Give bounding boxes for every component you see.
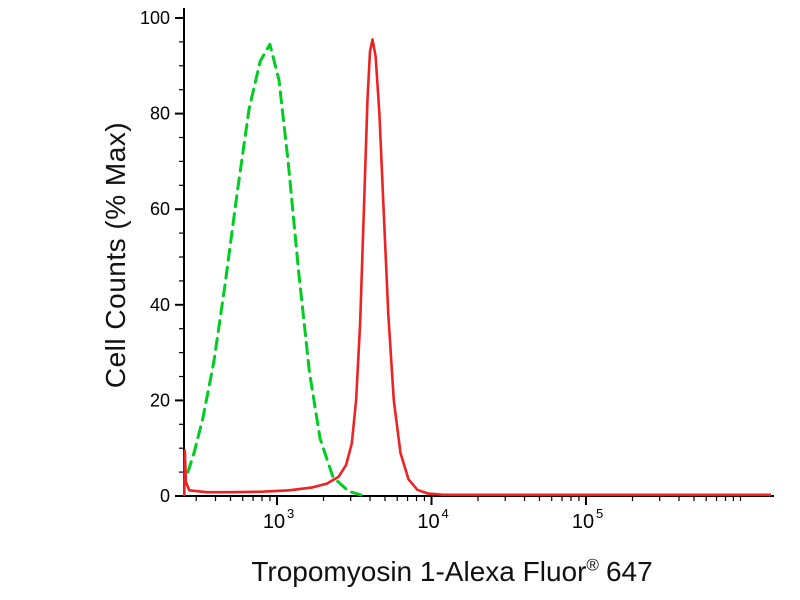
x-axis-label-main: Tropomyosin 1-Alexa Fluor [251, 556, 587, 587]
registered-trademark-symbol: ® [586, 555, 599, 575]
y-tick-label: 40 [150, 295, 170, 315]
y-tick-label: 0 [160, 486, 170, 506]
control-curve [186, 42, 363, 497]
sample-curve [183, 38, 772, 497]
x-tick-exponent: 3 [287, 506, 294, 521]
x-tick-label: 10 [417, 511, 439, 533]
y-tick-label: 100 [140, 8, 170, 28]
y-tick-label: 60 [150, 199, 170, 219]
x-tick-label: 10 [572, 511, 594, 533]
x-axis-label-suffix: 647 [605, 556, 653, 587]
y-tick-label: 20 [150, 390, 170, 410]
y-axis-label: Cell Counts (% Max) [100, 121, 131, 389]
y-tick-label: 80 [150, 104, 170, 124]
x-tick-label: 10 [263, 511, 285, 533]
x-tick-exponent: 4 [441, 506, 448, 521]
x-axis-label: Tropomyosin 1-Alexa Fluor® 647 [251, 556, 652, 588]
x-tick-exponent: 5 [596, 506, 603, 521]
